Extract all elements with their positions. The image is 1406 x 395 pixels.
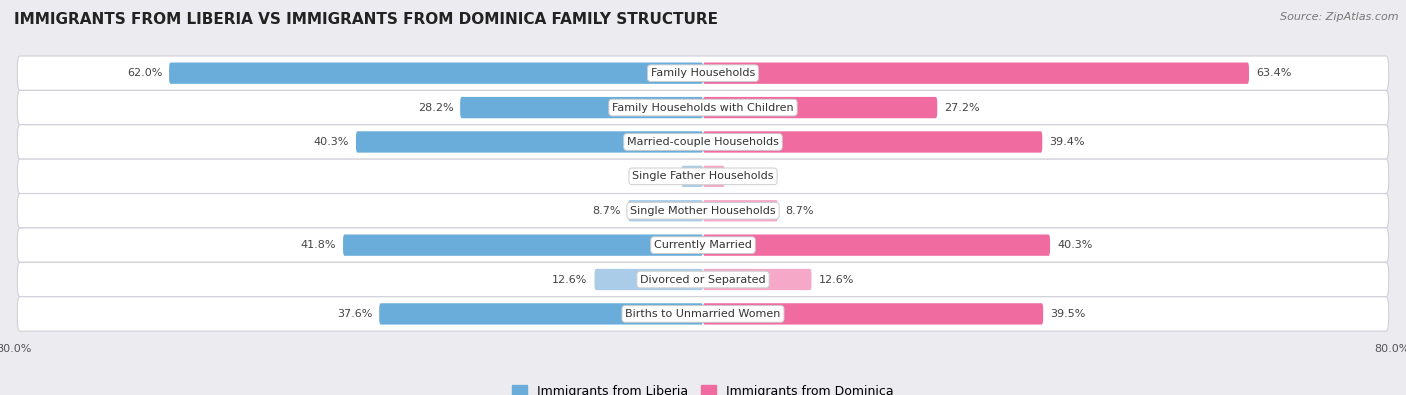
FancyBboxPatch shape	[682, 166, 703, 187]
Text: Family Households with Children: Family Households with Children	[612, 103, 794, 113]
FancyBboxPatch shape	[703, 200, 778, 222]
FancyBboxPatch shape	[343, 235, 703, 256]
FancyBboxPatch shape	[703, 62, 1249, 84]
Text: Source: ZipAtlas.com: Source: ZipAtlas.com	[1281, 12, 1399, 22]
Text: 40.3%: 40.3%	[314, 137, 349, 147]
Text: 40.3%: 40.3%	[1057, 240, 1092, 250]
Text: 62.0%: 62.0%	[127, 68, 162, 78]
Text: 28.2%: 28.2%	[418, 103, 453, 113]
FancyBboxPatch shape	[703, 303, 1043, 325]
FancyBboxPatch shape	[703, 269, 811, 290]
Text: Currently Married: Currently Married	[654, 240, 752, 250]
FancyBboxPatch shape	[356, 131, 703, 152]
FancyBboxPatch shape	[628, 200, 703, 222]
Text: 12.6%: 12.6%	[818, 275, 853, 284]
FancyBboxPatch shape	[380, 303, 703, 325]
Text: Married-couple Households: Married-couple Households	[627, 137, 779, 147]
Text: Family Households: Family Households	[651, 68, 755, 78]
Text: 8.7%: 8.7%	[593, 206, 621, 216]
FancyBboxPatch shape	[703, 166, 724, 187]
Text: Births to Unmarried Women: Births to Unmarried Women	[626, 309, 780, 319]
Text: 27.2%: 27.2%	[945, 103, 980, 113]
Text: Divorced or Separated: Divorced or Separated	[640, 275, 766, 284]
Text: 39.5%: 39.5%	[1050, 309, 1085, 319]
Text: 39.4%: 39.4%	[1049, 137, 1084, 147]
FancyBboxPatch shape	[17, 90, 1389, 125]
Text: 41.8%: 41.8%	[301, 240, 336, 250]
Text: 37.6%: 37.6%	[337, 309, 373, 319]
Text: 2.5%: 2.5%	[647, 171, 675, 181]
FancyBboxPatch shape	[460, 97, 703, 118]
FancyBboxPatch shape	[17, 228, 1389, 262]
Text: 12.6%: 12.6%	[553, 275, 588, 284]
Legend: Immigrants from Liberia, Immigrants from Dominica: Immigrants from Liberia, Immigrants from…	[512, 385, 894, 395]
Text: Single Mother Households: Single Mother Households	[630, 206, 776, 216]
Text: 63.4%: 63.4%	[1256, 68, 1291, 78]
FancyBboxPatch shape	[17, 56, 1389, 90]
Text: 8.7%: 8.7%	[785, 206, 813, 216]
FancyBboxPatch shape	[703, 97, 938, 118]
Text: IMMIGRANTS FROM LIBERIA VS IMMIGRANTS FROM DOMINICA FAMILY STRUCTURE: IMMIGRANTS FROM LIBERIA VS IMMIGRANTS FR…	[14, 12, 718, 27]
FancyBboxPatch shape	[17, 262, 1389, 297]
FancyBboxPatch shape	[595, 269, 703, 290]
Text: 2.5%: 2.5%	[731, 171, 759, 181]
FancyBboxPatch shape	[169, 62, 703, 84]
FancyBboxPatch shape	[17, 159, 1389, 194]
FancyBboxPatch shape	[703, 131, 1042, 152]
FancyBboxPatch shape	[703, 235, 1050, 256]
FancyBboxPatch shape	[17, 297, 1389, 331]
FancyBboxPatch shape	[17, 194, 1389, 228]
Text: Single Father Households: Single Father Households	[633, 171, 773, 181]
FancyBboxPatch shape	[17, 125, 1389, 159]
